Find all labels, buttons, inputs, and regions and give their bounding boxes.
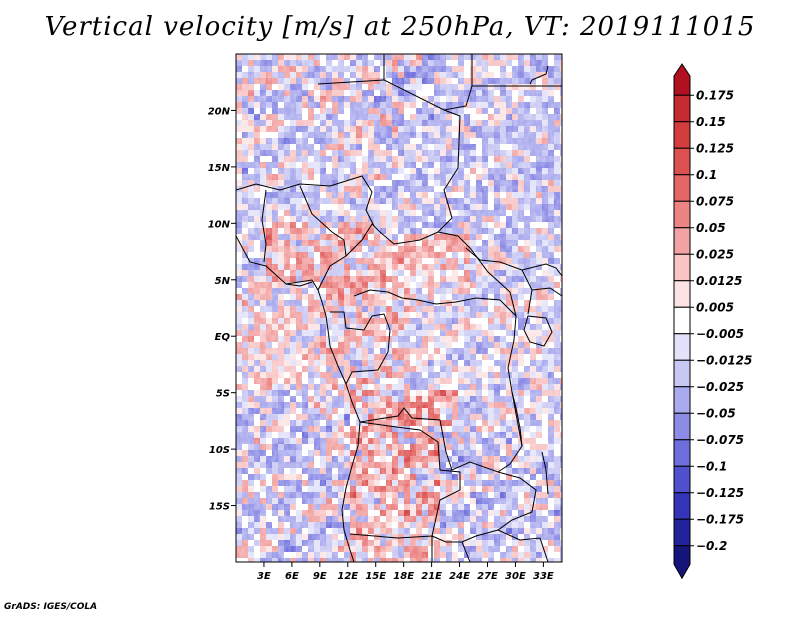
colorbar-label: −0.075 — [696, 433, 744, 447]
x-tick-label: 6E — [285, 571, 299, 582]
colorbar-label: −0.05 — [696, 406, 736, 420]
colorbar-swatch — [673, 94, 691, 123]
colorbar-swatch — [673, 121, 691, 149]
colorbar-swatch — [673, 412, 691, 441]
colorbar-swatch — [673, 386, 691, 414]
colorbar-swatch — [673, 545, 691, 580]
colorbar-label: −0.1 — [696, 459, 727, 473]
colorbar-label: 0.075 — [696, 194, 734, 208]
y-tick-label: 10S — [209, 445, 230, 456]
border-car-south — [353, 289, 517, 317]
x-tick-label: 30E — [505, 571, 526, 582]
y-tick-label: 5N — [215, 276, 231, 287]
lake-malawi — [541, 451, 549, 495]
colorbar-label: 0.15 — [696, 115, 726, 129]
colorbar-label: 0.125 — [696, 141, 734, 155]
border-south — [431, 529, 549, 562]
colorbar-swatch — [673, 439, 691, 467]
border-sudan-south — [465, 247, 533, 315]
colorbar-label: −0.025 — [696, 380, 744, 394]
border-niger-chad — [317, 79, 385, 85]
border-zambia — [431, 471, 537, 543]
coastline-gulf — [285, 281, 313, 287]
colorbar-swatch — [673, 63, 691, 96]
border-north-east — [471, 54, 549, 86]
colorbar-swatch — [673, 280, 691, 308]
colorbar-swatch — [673, 227, 691, 255]
colorbar-swatch — [673, 253, 691, 282]
border-sahel — [236, 175, 375, 227]
x-tick-label: 18E — [393, 571, 414, 582]
x-tick-label: 15E — [365, 571, 386, 582]
colorbar: 0.175 0.15 0.125 0.1 0.075 0.05 0.025 0.0125 0.0… — [673, 63, 752, 580]
field-texture — [236, 54, 562, 562]
x-tick-label: 27E — [477, 571, 498, 582]
x-tick-label: 33E — [533, 571, 554, 582]
y-tick-label: EQ — [215, 332, 231, 343]
lake-victoria — [523, 315, 553, 347]
coastline-west — [236, 235, 361, 562]
colorbar-swatch — [673, 147, 691, 176]
border-nigeria — [261, 185, 347, 291]
grads-credit: GrADS: IGES/COLA — [4, 602, 98, 612]
colorbar-label: −0.175 — [696, 512, 744, 526]
colorbar-label: −0.2 — [696, 539, 727, 553]
colorbar-label: 0.1 — [696, 168, 717, 182]
map-boundaries — [236, 54, 562, 562]
colorbar-label: 0.0125 — [696, 274, 742, 288]
colorbar-swatch — [673, 333, 691, 361]
x-tick-label: 12E — [337, 571, 358, 582]
colorbar-swatch — [673, 518, 691, 547]
border-east — [521, 263, 562, 297]
colorbar-swatch — [673, 359, 691, 388]
colorbar-label: −0.0125 — [696, 353, 752, 367]
y-tick-label: 15N — [208, 163, 231, 174]
x-tick-label: 24E — [449, 571, 470, 582]
colorbar-swatch — [673, 306, 691, 335]
chart-title: Vertical velocity [m/s] at 250hPa, VT: 2… — [44, 12, 756, 42]
x-axis: 3E 6E 9E 12E 15E 18E 21E 24E 27E 30E 33E — [257, 562, 554, 582]
border-drc-east — [359, 315, 523, 473]
y-tick-label: 15S — [209, 502, 230, 513]
y-axis: 20N 15N 10N 5N EQ 5S 10S 15S — [208, 106, 236, 513]
colorbar-swatch — [673, 174, 691, 202]
border-congo-gabon — [330, 311, 391, 385]
y-tick-label: 20N — [208, 106, 231, 117]
lake-tanganyika — [511, 391, 523, 447]
colorbar-label: 0.025 — [696, 247, 734, 261]
colorbar-swatch — [673, 200, 691, 229]
y-tick-label: 10N — [208, 219, 231, 230]
colorbar-label: 0.005 — [696, 300, 734, 314]
y-tick-label: 5S — [216, 389, 230, 400]
colorbar-label: −0.005 — [696, 327, 744, 341]
x-tick-label: 3E — [257, 571, 271, 582]
border-libya-sudan — [383, 54, 562, 111]
x-tick-label: 21E — [421, 571, 442, 582]
colorbar-label: −0.125 — [696, 486, 744, 500]
plot-frame — [235, 53, 563, 563]
border-angola-zambia — [349, 421, 461, 539]
colorbar-swatch — [673, 465, 691, 494]
colorbar-label: 0.05 — [696, 221, 726, 235]
border-chad-sudan — [437, 109, 461, 233]
colorbar-swatch — [673, 492, 691, 520]
border-cameroon-car — [345, 223, 517, 317]
x-tick-label: 9E — [313, 571, 327, 582]
colorbar-label: 0.175 — [696, 88, 734, 102]
